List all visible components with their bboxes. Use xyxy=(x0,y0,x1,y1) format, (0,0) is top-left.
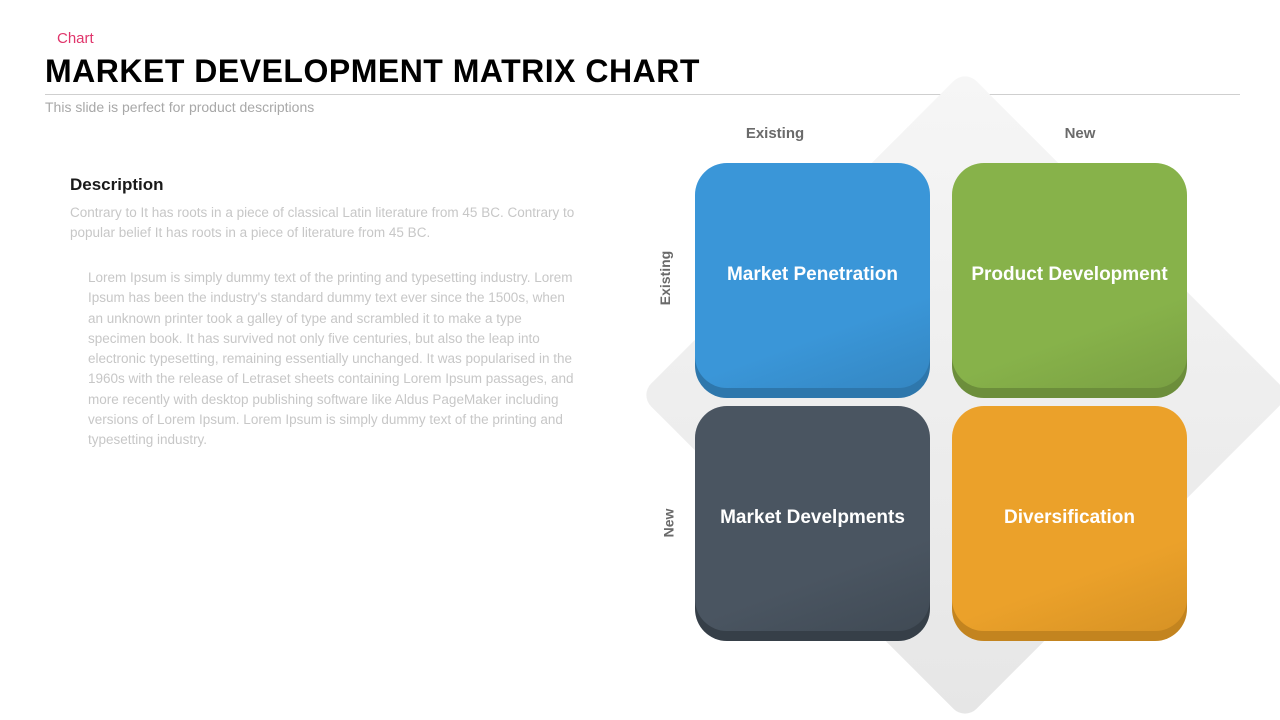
quadrant-product-development: Product Development xyxy=(952,163,1187,388)
description-column: Description Contrary to It has roots in … xyxy=(0,155,590,675)
col-label-new: New xyxy=(1020,125,1140,142)
matrix-column-labels: Existing New xyxy=(715,125,1140,142)
row-label-existing: Existing xyxy=(657,251,673,305)
quadrant-label: Product Development xyxy=(971,263,1167,288)
eyebrow-label: Chart xyxy=(57,30,1280,47)
matrix-panel: Existing New Existing New Market Penetra… xyxy=(590,155,1240,675)
quadrant-label: Diversification xyxy=(1004,506,1135,531)
quadrant-market-penetration: Market Penetration xyxy=(695,163,930,388)
quadrant-shadow xyxy=(952,517,1187,641)
quadrant-diversification: Diversification xyxy=(952,406,1187,631)
description-body: Lorem Ipsum is simply dummy text of the … xyxy=(70,268,580,450)
quadrant-label: Market Develpments xyxy=(720,506,905,531)
description-heading: Description xyxy=(70,175,580,195)
col-label-existing: Existing xyxy=(715,125,835,142)
header: Chart MARKET DEVELOPMENT MATRIX CHART Th… xyxy=(0,0,1280,115)
row-label-new: New xyxy=(660,509,676,538)
quadrant-label: Market Penetration xyxy=(727,263,898,288)
quadrant-market-developments: Market Develpments xyxy=(695,406,930,631)
page-subtitle: This slide is perfect for product descri… xyxy=(45,99,1280,115)
title-divider xyxy=(45,94,1240,95)
matrix-grid: Market Penetration Product Development M… xyxy=(695,163,1187,631)
description-intro: Contrary to It has roots in a piece of c… xyxy=(70,203,580,242)
quadrant-shadow xyxy=(952,274,1187,398)
quadrant-shadow xyxy=(695,274,930,398)
content-row: Description Contrary to It has roots in … xyxy=(0,115,1280,675)
page-title: MARKET DEVELOPMENT MATRIX CHART xyxy=(45,53,1280,90)
quadrant-shadow xyxy=(695,517,930,641)
